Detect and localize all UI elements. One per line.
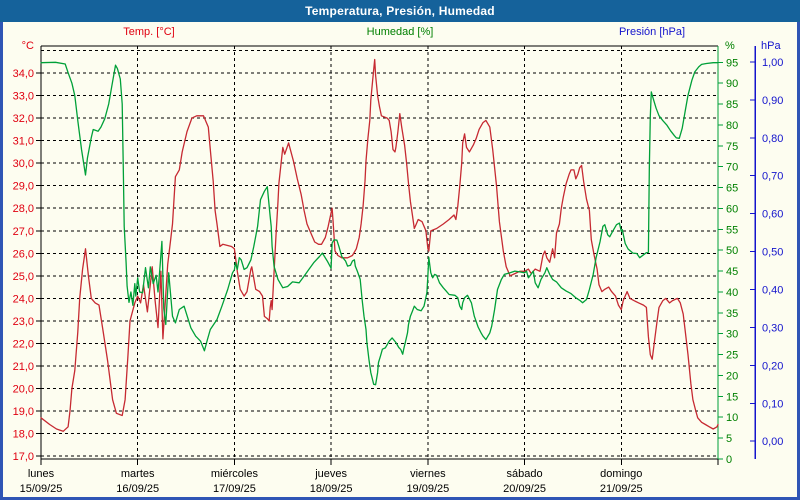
- window-title: Temperatura, Presión, Humedad: [305, 4, 495, 18]
- svg-text:0,00: 0,00: [762, 436, 783, 448]
- svg-text:29,0: 29,0: [13, 181, 34, 193]
- svg-text:1,00: 1,00: [762, 57, 783, 69]
- day-label: miércoles: [211, 468, 259, 480]
- svg-text:22,0: 22,0: [13, 338, 34, 350]
- day-label: jueves: [314, 468, 347, 480]
- date-label: 15/09/25: [20, 483, 63, 495]
- date-label: 21/09/25: [600, 483, 643, 495]
- title-bar: Temperatura, Presión, Humedad: [0, 0, 800, 22]
- svg-text:30: 30: [726, 329, 738, 341]
- date-label: 19/09/25: [406, 483, 449, 495]
- svg-text:21,0: 21,0: [13, 361, 34, 373]
- legend-pressure: Presión [hPa]: [618, 26, 686, 38]
- svg-text:25: 25: [726, 350, 738, 362]
- chart-plot: 34,0 33,0 32,0 31,0 30,0 29,0 28,0 27,0 26,0 25,0…: [0, 22, 800, 500]
- svg-text:0,90: 0,90: [762, 95, 783, 107]
- svg-text:10: 10: [726, 412, 738, 424]
- legend-humidity: Humedad [%]: [366, 26, 434, 38]
- svg-text:35: 35: [726, 308, 738, 320]
- svg-text:0,60: 0,60: [762, 209, 783, 221]
- date-label: 20/09/25: [503, 483, 546, 495]
- svg-text:60: 60: [726, 203, 738, 215]
- svg-text:0,70: 0,70: [762, 171, 783, 183]
- pressure-axis: 1,00 0,90 0,80 0,70 0,60 0,50 0,40 0,30 0,20 0,10…: [750, 46, 783, 459]
- day-label: martes: [121, 468, 155, 480]
- svg-text:0,20: 0,20: [762, 360, 783, 372]
- svg-text:28,0: 28,0: [13, 203, 34, 215]
- svg-text:26,0: 26,0: [13, 248, 34, 260]
- day-label: lunes: [28, 468, 55, 480]
- svg-text:80: 80: [726, 120, 738, 132]
- day-label: domingo: [600, 468, 642, 480]
- svg-text:70: 70: [726, 162, 738, 174]
- outer-border: [0, 22, 800, 500]
- svg-text:0,30: 0,30: [762, 322, 783, 334]
- date-label: 16/09/25: [116, 483, 159, 495]
- svg-text:5: 5: [726, 433, 732, 445]
- temp-axis-unit: °C: [21, 40, 34, 52]
- svg-text:32,0: 32,0: [13, 113, 34, 125]
- grid: [41, 46, 718, 459]
- svg-text:0,50: 0,50: [762, 247, 783, 259]
- x-axis: lunes 15/09/25 martes 16/09/25 miércoles 17/0…: [20, 459, 719, 495]
- svg-text:40: 40: [726, 287, 738, 299]
- temp-axis: 34,0 33,0 32,0 31,0 30,0 29,0 28,0 27,0 26,0 25,0…: [13, 68, 41, 463]
- svg-text:0,10: 0,10: [762, 398, 783, 410]
- day-label: viernes: [410, 468, 446, 480]
- svg-text:20: 20: [726, 370, 738, 382]
- svg-text:31,0: 31,0: [13, 136, 34, 148]
- date-label: 17/09/25: [213, 483, 256, 495]
- svg-text:23,0: 23,0: [13, 316, 34, 328]
- svg-text:18,0: 18,0: [13, 429, 34, 441]
- svg-text:33,0: 33,0: [13, 91, 34, 103]
- svg-text:50: 50: [726, 245, 738, 257]
- svg-text:0: 0: [726, 454, 732, 466]
- svg-text:75: 75: [726, 141, 738, 153]
- svg-text:0,40: 0,40: [762, 284, 783, 296]
- svg-text:34,0: 34,0: [13, 68, 34, 80]
- svg-text:95: 95: [726, 57, 738, 69]
- svg-text:0,80: 0,80: [762, 133, 783, 145]
- svg-text:30,0: 30,0: [13, 158, 34, 170]
- svg-text:65: 65: [726, 183, 738, 195]
- day-label: sábado: [507, 468, 543, 480]
- humidity-line: [40, 61, 719, 386]
- humidity-axis-unit: %: [725, 40, 735, 52]
- legend-temperature: Temp. [°C]: [123, 26, 175, 38]
- svg-text:27,0: 27,0: [13, 226, 34, 238]
- pressure-axis-unit: hPa: [761, 40, 781, 52]
- svg-text:15: 15: [726, 391, 738, 403]
- svg-text:17,0: 17,0: [13, 451, 34, 463]
- svg-text:20,0: 20,0: [13, 383, 34, 395]
- plot-frame: [40, 45, 719, 460]
- date-label: 18/09/25: [310, 483, 353, 495]
- svg-text:19,0: 19,0: [13, 406, 34, 418]
- svg-text:24,0: 24,0: [13, 293, 34, 305]
- svg-text:55: 55: [726, 224, 738, 236]
- svg-text:85: 85: [726, 99, 738, 111]
- svg-text:90: 90: [726, 78, 738, 90]
- temp-line: [40, 58, 719, 432]
- svg-text:45: 45: [726, 266, 738, 278]
- svg-text:25,0: 25,0: [13, 271, 34, 283]
